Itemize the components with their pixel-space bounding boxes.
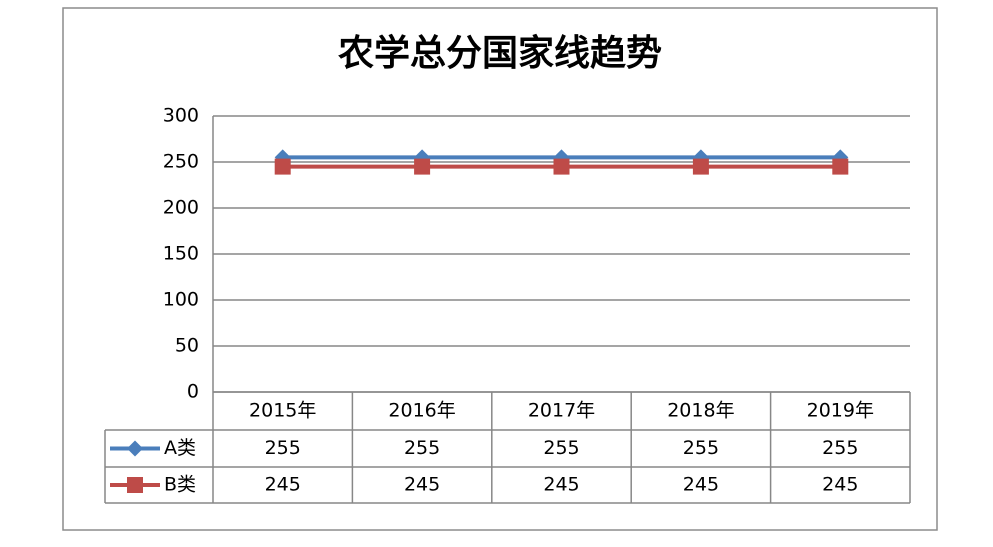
data-point (274, 158, 291, 175)
data-point (414, 158, 431, 175)
y-tick-label: 200 (163, 197, 199, 219)
table-value: 245 (265, 474, 301, 496)
table-value: 245 (683, 474, 719, 496)
chart-border (62, 7, 938, 531)
y-tick-label: 250 (163, 151, 199, 173)
table-value: 245 (543, 474, 579, 496)
table-value: 245 (822, 474, 858, 496)
table-value: 255 (683, 437, 719, 459)
table-value: 255 (543, 437, 579, 459)
x-tick-label: 2016年 (388, 400, 455, 422)
x-tick-label: 2019年 (807, 400, 874, 422)
table-value: 245 (404, 474, 440, 496)
y-tick-label: 50 (175, 335, 199, 357)
legend-label: B类 (164, 474, 196, 496)
y-tick-label: 0 (187, 381, 199, 403)
data-point (692, 158, 709, 175)
legend-key-marker (127, 477, 143, 493)
legend-key-marker (127, 440, 143, 457)
y-tick-label: 100 (163, 289, 199, 311)
data-point (832, 158, 849, 175)
y-tick-label: 300 (163, 105, 199, 127)
x-tick-label: 2015年 (249, 400, 316, 422)
table-value: 255 (265, 437, 301, 459)
x-tick-label: 2017年 (528, 400, 595, 422)
legend-label: A类 (164, 437, 196, 459)
y-tick-label: 150 (163, 243, 199, 265)
chart-title: 农学总分国家线趋势 (338, 32, 662, 74)
table-value: 255 (404, 437, 440, 459)
table-value: 255 (822, 437, 858, 459)
x-tick-label: 2018年 (667, 400, 734, 422)
data-point (553, 158, 570, 175)
